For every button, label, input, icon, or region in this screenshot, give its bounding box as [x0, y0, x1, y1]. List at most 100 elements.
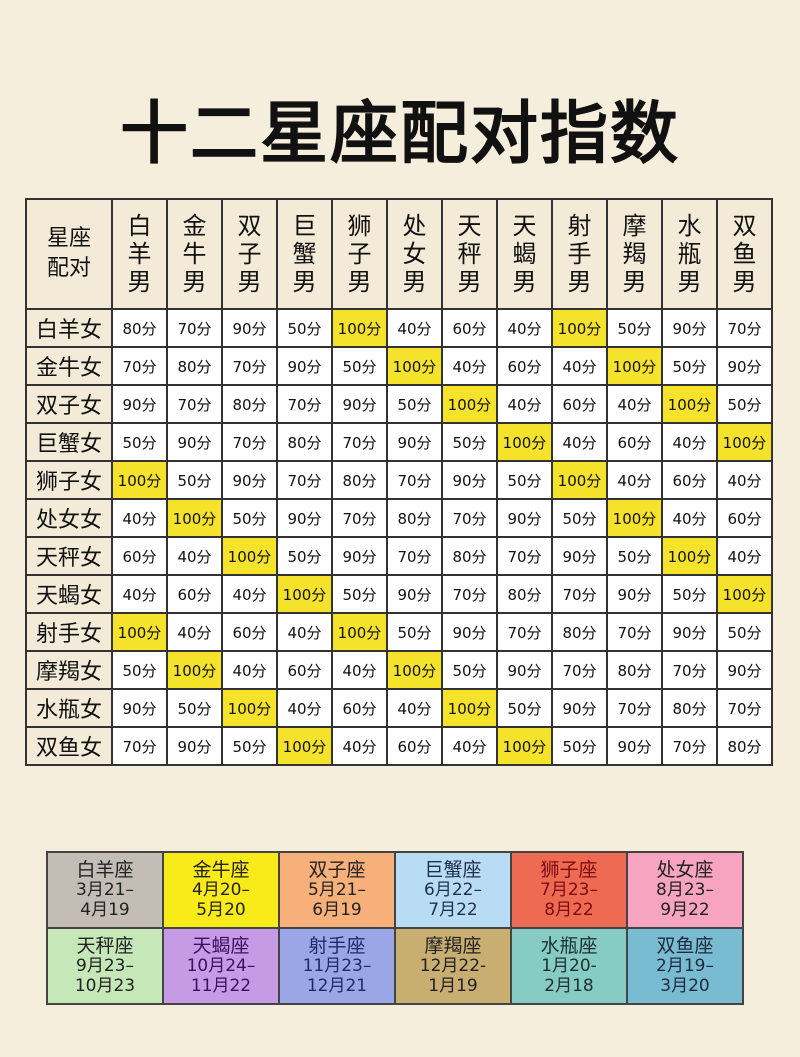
score-cell: 90分 — [166, 726, 223, 766]
score-cell: 100分 — [551, 460, 608, 500]
score-cell: 50分 — [716, 384, 773, 424]
score-cell: 100分 — [606, 498, 663, 538]
score-cell: 40分 — [496, 384, 553, 424]
legend-to: 4月19 — [80, 900, 130, 920]
score-cell: 60分 — [441, 308, 498, 348]
column-header-label: 巨蟹男 — [292, 212, 317, 296]
score-cell: 70分 — [496, 536, 553, 576]
legend-to: 3月20 — [660, 976, 710, 996]
score-cell: 90分 — [386, 422, 443, 462]
score-cell: 40分 — [496, 308, 553, 348]
row-header: 水瓶女 — [25, 688, 113, 728]
score-cell: 100分 — [386, 346, 443, 386]
legend-sign: 狮子座 7月23– 8月22 — [510, 851, 628, 929]
column-header: 双鱼男 — [716, 198, 773, 310]
score-cell: 60分 — [276, 650, 333, 690]
score-cell: 50分 — [606, 536, 663, 576]
score-cell: 50分 — [386, 384, 443, 424]
score-cell: 80分 — [111, 308, 168, 348]
score-cell: 50分 — [441, 422, 498, 462]
score-cell: 100分 — [111, 460, 168, 500]
score-cell: 80分 — [386, 498, 443, 538]
column-header: 双子男 — [221, 198, 278, 310]
score-cell: 50分 — [331, 346, 388, 386]
score-cell: 100分 — [441, 384, 498, 424]
legend-from: 7月23– — [540, 880, 598, 900]
table-row: 摩羯女 50分 100分 40分 60分 40分 100分 50分 90分 70分 80分 70分 90… — [25, 650, 773, 690]
table-row: 天秤女 60分 40分 100分 50分 90分 70分 80分 70分 90分 50分 100分 40… — [25, 536, 773, 576]
column-header: 水瓶男 — [661, 198, 718, 310]
column-header: 狮子男 — [331, 198, 388, 310]
score-cell: 80分 — [661, 688, 718, 728]
score-cell: 70分 — [551, 650, 608, 690]
score-cell: 100分 — [166, 498, 223, 538]
score-cell: 90分 — [716, 346, 773, 386]
score-cell: 90分 — [276, 498, 333, 538]
score-cell: 70分 — [331, 422, 388, 462]
legend-sign: 摩羯座 12月22- 1月19 — [394, 927, 512, 1005]
score-cell: 50分 — [331, 574, 388, 614]
score-cell: 40分 — [441, 346, 498, 386]
legend-name: 金牛座 — [192, 859, 250, 881]
table-row: 水瓶女 90分 50分 100分 40分 60分 40分 100分 50分 90分 70分 80分 70… — [25, 688, 773, 728]
legend-sign: 巨蟹座 6月22– 7月22 — [394, 851, 512, 929]
score-cell: 70分 — [606, 688, 663, 728]
score-cell: 70分 — [276, 460, 333, 500]
score-cell: 60分 — [551, 384, 608, 424]
score-cell: 70分 — [166, 384, 223, 424]
legend-from: 3月21– — [76, 880, 134, 900]
score-cell: 70分 — [551, 574, 608, 614]
legend-sign: 水瓶座 1月20- 2月18 — [510, 927, 628, 1005]
column-header-label: 处女男 — [402, 212, 427, 296]
score-cell: 40分 — [661, 422, 718, 462]
table-row: 双鱼女 70分 90分 50分 100分 40分 60分 40分 100分 50分 90分 70分 80… — [25, 726, 773, 766]
score-cell: 50分 — [551, 498, 608, 538]
row-header: 金牛女 — [25, 346, 113, 386]
score-cell: 80分 — [496, 574, 553, 614]
table-row: 双子女 90分 70分 80分 70分 90分 50分 100分 40分 60分 40分 100分 50… — [25, 384, 773, 424]
legend-to: 8月22 — [544, 900, 594, 920]
score-cell: 70分 — [716, 308, 773, 348]
score-cell: 70分 — [166, 308, 223, 348]
score-cell: 100分 — [276, 726, 333, 766]
score-cell: 100分 — [661, 384, 718, 424]
column-header: 巨蟹男 — [276, 198, 333, 310]
column-header: 射手男 — [551, 198, 608, 310]
score-cell: 100分 — [661, 536, 718, 576]
score-cell: 40分 — [111, 498, 168, 538]
legend-to: 12月21 — [306, 976, 368, 996]
score-cell: 50分 — [166, 688, 223, 728]
column-header-label: 摩羯男 — [622, 212, 647, 296]
legend-from: 5月21– — [308, 880, 366, 900]
legend-name: 摩羯座 — [424, 935, 482, 957]
score-cell: 60分 — [166, 574, 223, 614]
row-header: 摩羯女 — [25, 650, 113, 690]
table-row: 狮子女 100分 50分 90分 70分 80分 70分 90分 50分 100分 40分 60分 40… — [25, 460, 773, 500]
legend-from: 10月24– — [186, 956, 256, 976]
score-cell: 60分 — [716, 498, 773, 538]
table-row: 处女女 40分 100分 50分 90分 70分 80分 70分 90分 50分 100分 40分 60… — [25, 498, 773, 538]
score-cell: 90分 — [276, 346, 333, 386]
table-row: 金牛女 70分 80分 70分 90分 50分 100分 40分 60分 40分 100分 50分 90… — [25, 346, 773, 386]
score-cell: 50分 — [551, 726, 608, 766]
score-cell: 40分 — [441, 726, 498, 766]
legend-to: 11月22 — [190, 976, 252, 996]
legend-name: 双子座 — [308, 859, 366, 881]
score-cell: 100分 — [606, 346, 663, 386]
score-cell: 60分 — [331, 688, 388, 728]
legend-from: 6月22– — [424, 880, 482, 900]
score-cell: 90分 — [551, 536, 608, 576]
zodiac-date-legend: 白羊座 3月21– 4月19 金牛座 4月20– 5月20 双子座 5月21– 6月19 巨蟹座 6… — [46, 851, 744, 1005]
score-cell: 90分 — [496, 498, 553, 538]
column-header-label: 双子男 — [237, 212, 262, 296]
score-cell: 40分 — [221, 574, 278, 614]
score-cell: 50分 — [276, 308, 333, 348]
legend-to: 6月19 — [312, 900, 362, 920]
score-cell: 70分 — [111, 346, 168, 386]
column-header: 天秤男 — [441, 198, 498, 310]
score-cell: 70分 — [331, 498, 388, 538]
legend-name: 水瓶座 — [540, 935, 598, 957]
score-cell: 40分 — [331, 650, 388, 690]
score-cell: 100分 — [111, 612, 168, 652]
table-row: 巨蟹女 50分 90分 70分 80分 70分 90分 50分 100分 40分 60分 40分 100… — [25, 422, 773, 462]
